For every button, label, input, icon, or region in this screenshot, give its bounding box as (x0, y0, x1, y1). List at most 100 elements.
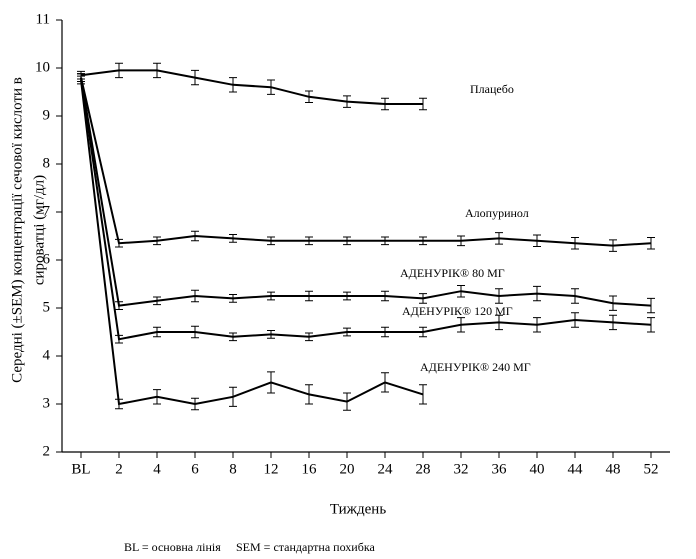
x-tick-label: 2 (115, 461, 123, 477)
error-bar (191, 397, 199, 411)
error-bar (381, 97, 389, 111)
x-tick-label: 4 (153, 461, 161, 477)
x-axis-label: Тиждень (330, 501, 386, 517)
y-tick-label: 10 (35, 59, 50, 75)
y-tick-label: 7 (43, 203, 51, 219)
error-bar (609, 239, 617, 252)
error-bar (609, 295, 617, 311)
error-bar (457, 235, 465, 247)
error-bar (381, 236, 389, 246)
series-label: Алопуринол (465, 206, 529, 220)
error-bar (267, 236, 275, 246)
x-tick-label: 40 (530, 461, 545, 477)
error-bar (647, 297, 655, 314)
series-line (80, 77, 652, 247)
y-tick-label: 2 (43, 443, 51, 459)
error-bar (267, 371, 275, 394)
x-tick-label: 48 (606, 461, 621, 477)
error-bar (647, 317, 655, 333)
error-bar (305, 384, 313, 405)
x-tick-label: 36 (492, 461, 508, 477)
error-bar (267, 291, 275, 301)
x-tick-label: 28 (416, 461, 431, 477)
x-tick-label: 44 (568, 461, 584, 477)
error-bar (153, 326, 161, 338)
error-bar (419, 326, 427, 338)
error-bar (153, 296, 161, 306)
error-bar (229, 77, 237, 93)
error-bar (191, 230, 199, 242)
series-label: АДЕНУРІК® 240 МГ (420, 360, 531, 374)
error-bar (381, 290, 389, 302)
error-bar (533, 285, 541, 302)
error-bar (191, 325, 199, 339)
series-line (80, 77, 652, 341)
y-tick-label: 6 (43, 251, 51, 267)
y-tick-label: 3 (43, 395, 51, 411)
x-tick-label: 24 (378, 461, 394, 477)
error-bar (305, 236, 313, 246)
x-tick-label: 52 (644, 461, 659, 477)
error-bar (457, 317, 465, 333)
error-bar (153, 236, 161, 246)
error-bar (153, 389, 161, 405)
error-bar (343, 236, 351, 246)
error-bar (153, 62, 161, 79)
series-label: АДЕНУРІК® 120 МГ (402, 304, 513, 318)
error-bar (495, 232, 503, 245)
y-tick-label: 4 (43, 347, 51, 363)
x-tick-label: 12 (264, 461, 279, 477)
error-bar (343, 291, 351, 301)
x-tick-label: 20 (340, 461, 355, 477)
footnote: SEM = стандартна похибка (236, 540, 375, 554)
x-tick-label: 8 (229, 461, 237, 477)
error-bar (305, 332, 313, 342)
y-axis-label: сироватці (мг/дл) (31, 175, 47, 285)
x-tick-label: BL (71, 461, 90, 477)
error-bar (495, 314, 503, 331)
error-bar (571, 236, 579, 250)
error-bar (419, 384, 427, 405)
error-bar (381, 372, 389, 393)
error-bar (115, 238, 123, 248)
error-bar (77, 75, 85, 85)
error-bar (495, 288, 503, 304)
error-bar (115, 301, 123, 310)
error-bar (191, 289, 199, 303)
error-bar (533, 317, 541, 333)
error-bar (343, 95, 351, 108)
error-bar (267, 79, 275, 95)
error-bar (115, 62, 123, 79)
error-bar (419, 236, 427, 246)
y-tick-label: 9 (43, 107, 51, 123)
series-label: АДЕНУРІК® 80 МГ (400, 266, 505, 280)
error-bar (229, 332, 237, 342)
error-bar (571, 312, 579, 328)
error-bar (457, 284, 465, 298)
error-bar (305, 290, 313, 302)
error-bar (381, 326, 389, 338)
error-bar (229, 294, 237, 303)
y-axis-label: Середні (±SEM) концентрації сечової кисл… (9, 77, 25, 383)
series-line (80, 77, 652, 307)
x-tick-label: 6 (191, 461, 199, 477)
error-bar (419, 97, 427, 111)
series-line (80, 79, 424, 406)
error-bar (609, 314, 617, 331)
x-tick-label: 32 (454, 461, 469, 477)
error-bar (647, 236, 655, 250)
y-tick-label: 8 (43, 155, 51, 171)
y-tick-label: 11 (36, 11, 50, 27)
error-bar (533, 234, 541, 248)
error-bar (571, 288, 579, 304)
footnote: BL = основна лінія (124, 540, 221, 554)
series-label: Плацебо (470, 82, 514, 96)
error-bar (305, 90, 313, 104)
error-bar (229, 234, 237, 243)
error-bar (419, 293, 427, 304)
error-bar (229, 386, 237, 407)
error-bar (343, 392, 351, 411)
series-line (80, 69, 423, 105)
error-bar (343, 327, 351, 337)
